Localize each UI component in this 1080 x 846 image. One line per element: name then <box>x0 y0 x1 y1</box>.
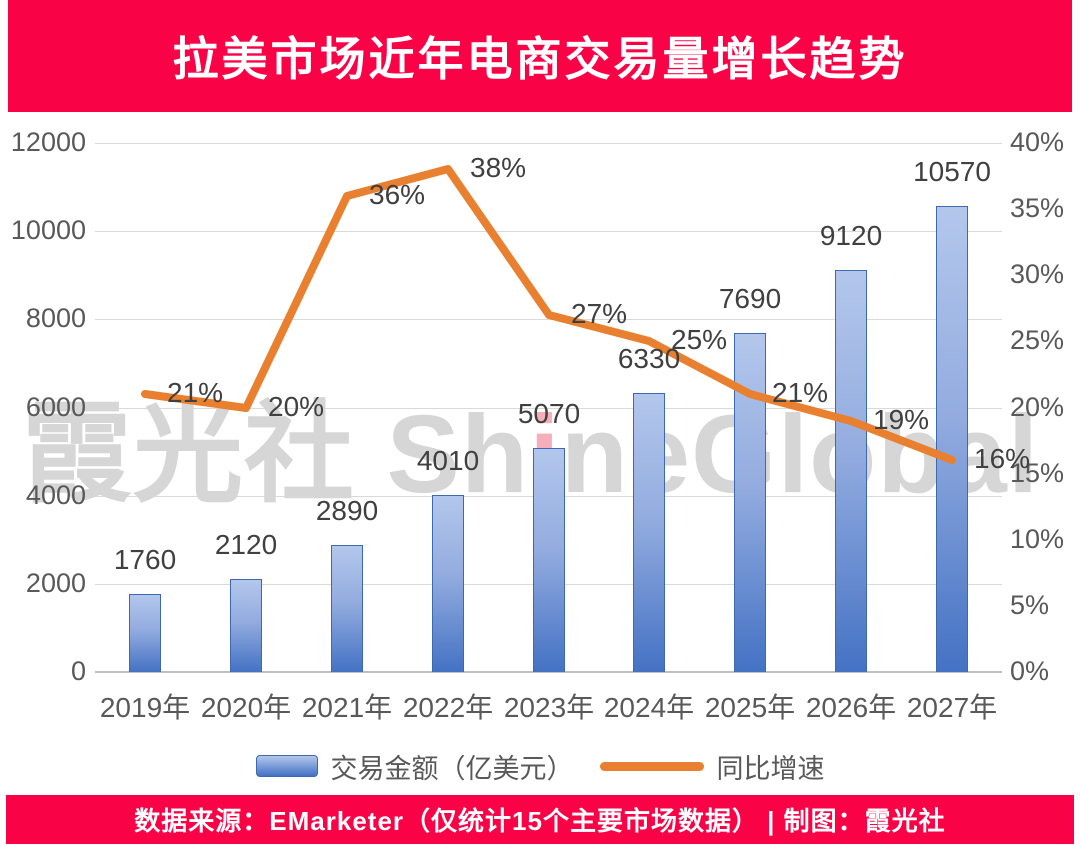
left-axis-tick: 2000 <box>25 568 86 598</box>
bar-series-label: 交易金额（亿美元） <box>330 753 574 784</box>
right-axis-tick: 40% <box>1010 127 1065 157</box>
line-point-label: 38% <box>470 152 527 183</box>
growth-line <box>141 165 956 464</box>
right-axis-tick: 35% <box>1010 193 1065 223</box>
line-series-swatch-icon <box>599 761 704 771</box>
right-axis-tick: 20% <box>1010 392 1065 422</box>
bar-value-label: 9120 <box>819 220 883 251</box>
bar-2019年 <box>129 594 161 672</box>
line-point-label: 16% <box>974 443 1031 474</box>
bar-2023年 <box>533 448 565 672</box>
bar-value-label: 10570 <box>913 156 991 187</box>
right-axis-tick: 25% <box>1010 325 1065 355</box>
right-axis-tick: 0% <box>1010 656 1050 686</box>
bar-value-label: 2120 <box>214 529 278 560</box>
title-banner: 拉美市场近年电商交易量增长趋势 <box>8 0 1072 112</box>
left-axis-tick: 4000 <box>25 480 86 510</box>
legend-item-line: 同比增速 <box>599 747 825 786</box>
x-axis-label: 2023年 <box>503 692 595 723</box>
x-axis-label: 2027年 <box>906 692 998 723</box>
right-axis-tick: 5% <box>1010 590 1050 620</box>
gridline <box>95 231 1002 232</box>
line-point-label: 36% <box>369 179 426 210</box>
bar-value-label: 5070 <box>517 398 581 429</box>
left-axis-tick: 10000 <box>10 215 86 245</box>
x-axis-label: 2022年 <box>402 692 494 723</box>
bar-value-label: 4010 <box>416 445 480 476</box>
x-axis-line <box>95 671 1002 673</box>
data-source-text: 数据来源：EMarketer（仅统计15个主要市场数据） | 制图：霞光社 <box>134 806 946 836</box>
bar-2024年 <box>633 393 665 672</box>
bar-2026年 <box>835 270 867 672</box>
page-title: 拉美市场近年电商交易量增长趋势 <box>172 33 908 85</box>
legend-item-bar: 交易金额（亿美元） <box>255 747 574 786</box>
line-point-label: 20% <box>268 391 325 422</box>
bar-value-label: 1760 <box>113 544 177 575</box>
bar-2027年 <box>936 206 968 672</box>
left-axis-tick: 0 <box>70 656 86 686</box>
line-point-label: 25% <box>671 324 728 355</box>
x-axis-label: 2024年 <box>603 692 695 723</box>
x-axis-label: 2021年 <box>301 692 393 723</box>
gridline <box>95 143 1002 144</box>
right-axis-tick: 15% <box>1010 458 1065 488</box>
left-axis-tick: 6000 <box>25 392 86 422</box>
right-axis-tick: 10% <box>1010 524 1065 554</box>
bar-2020年 <box>230 579 262 672</box>
bar-series-swatch-icon <box>255 755 318 777</box>
line-series-label: 同比增速 <box>716 753 825 784</box>
x-axis-label: 2020年 <box>200 692 292 723</box>
line-point-label: 27% <box>571 298 628 329</box>
bar-2022年 <box>432 495 464 672</box>
gridline <box>95 408 1002 409</box>
source-banner: 数据来源：EMarketer（仅统计15个主要市场数据） | 制图：霞光社 <box>6 795 1074 844</box>
line-point-label: 21% <box>167 377 224 408</box>
right-axis-tick: 30% <box>1010 259 1065 289</box>
bar-value-label: 6330 <box>617 343 681 374</box>
x-axis-label: 2026年 <box>805 692 897 723</box>
x-axis-label: 2025年 <box>704 692 796 723</box>
bar-value-label: 2890 <box>315 495 379 526</box>
x-axis-label: 2019年 <box>99 692 191 723</box>
bar-2021年 <box>331 545 363 672</box>
gridline <box>95 319 1002 320</box>
left-axis-tick: 12000 <box>10 127 86 157</box>
line-point-label: 19% <box>873 404 930 435</box>
line-point-label: 21% <box>772 377 829 408</box>
bar-value-label: 7690 <box>718 283 782 314</box>
chart-legend: 交易金额（亿美元） 同比增速 <box>0 746 1080 786</box>
left-axis-tick: 8000 <box>25 303 86 333</box>
